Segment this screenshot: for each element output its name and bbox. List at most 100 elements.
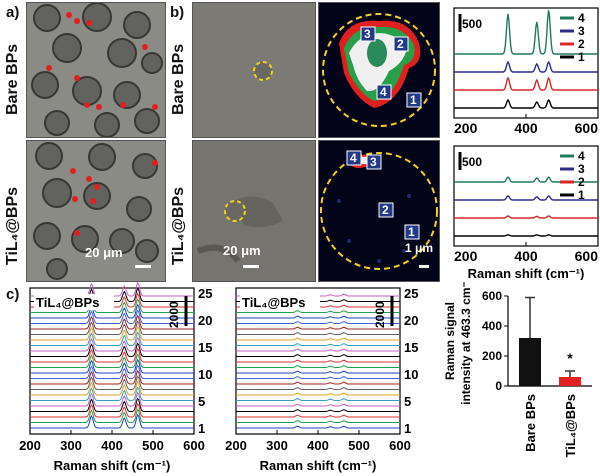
scale-bar-b: [243, 265, 259, 268]
panel-c-label: c): [6, 286, 20, 303]
trace-18: [30, 320, 194, 335]
map-marker-bare-2: 2: [397, 37, 404, 51]
legend-label-2: 2: [578, 37, 585, 51]
y-axis-label-line-1: Raman signal: [443, 302, 457, 380]
y-tick-label-200: 200: [482, 349, 502, 363]
trace-19: [236, 326, 400, 330]
spectrum-line-4: [454, 176, 598, 183]
trace-index-label-10: 10: [198, 367, 212, 382]
map-marker-til-2: 3: [370, 155, 377, 169]
spectrum-line-1: [454, 234, 598, 237]
category-label-1: Bare BPs: [523, 394, 538, 452]
brightfield-til-bps: 20 μm: [192, 140, 316, 282]
intensity-scale-label: 2000: [373, 301, 387, 328]
trace-4: [30, 397, 194, 412]
x-tick-label-300: 300: [60, 438, 82, 453]
x-tick-label-600: 600: [183, 438, 205, 453]
spectrum-line-4: [454, 10, 598, 55]
trace-21: [236, 315, 400, 319]
trace-14: [236, 354, 400, 357]
legend-label-1: 1: [578, 188, 585, 202]
panel-b-label: b): [170, 4, 185, 21]
trace-index-label-5: 5: [198, 394, 205, 409]
map-marker-bare-3: 4: [380, 85, 387, 99]
scale-bar-map: [419, 265, 429, 268]
y-tick-label-600: 600: [482, 289, 502, 303]
stacked-spectra-middle: TiL₄@BPs 2000 25 20 15 10 5 1 200 300 400 500 600 Ram…: [225, 286, 418, 473]
x-tick-label-500: 500: [142, 438, 164, 453]
brightfield-bare-bps: [192, 2, 316, 138]
trace-6: [236, 398, 400, 401]
trace-13: [30, 347, 194, 363]
map-marker-bare-1: 3: [364, 27, 371, 41]
legend-label-3: 3: [578, 24, 585, 38]
trace-15: [236, 348, 400, 352]
trace-20: [30, 309, 194, 324]
map-markers-til: [346, 150, 420, 240]
scale-label-map: 1 μm: [405, 241, 434, 255]
map-marker-til-1: 4: [350, 151, 357, 165]
trace-index-label-25: 25: [198, 286, 212, 301]
cells-til: [33, 142, 159, 280]
legend-label-2: 2: [578, 175, 585, 189]
x-tick-label-500: 500: [348, 438, 370, 453]
x-tick-label-600: 600: [575, 120, 599, 136]
panel-title: TiL₄@BPs: [36, 295, 99, 310]
trace-16: [236, 343, 400, 346]
scale-label-b: 20 μm: [223, 243, 261, 258]
x-tick-label-300: 300: [266, 438, 288, 453]
spectrum-line-2: [454, 215, 598, 219]
trace-13: [236, 359, 400, 363]
map-markers-bare: [360, 26, 422, 108]
trace-index-label-1: 1: [198, 421, 205, 436]
trace-19: [30, 314, 194, 330]
raman-map-til-bps: 4 3 2 1 1 μm: [318, 140, 440, 282]
cells-bare: [31, 3, 163, 137]
trace-3: [30, 402, 194, 418]
trace-1: [236, 425, 400, 429]
x-tick-label-200: 200: [19, 438, 41, 453]
trace-index-label-15: 15: [198, 340, 212, 355]
panel-title: TiL₄@BPs: [242, 295, 305, 310]
spectrum-line-3: [454, 195, 598, 201]
trace-17: [30, 325, 194, 341]
trace-5: [30, 391, 194, 407]
raman-map-til-graphic: [320, 150, 438, 270]
trace-22: [236, 310, 400, 313]
bar-chart-intensity: 0 200 400 600 Bare BPs TiL₄@BPs * Raman signal i…: [443, 282, 592, 457]
map-marker-bare-4: 1: [410, 93, 417, 107]
spectrum-line-2: [454, 76, 598, 91]
legend-label-4: 4: [578, 11, 585, 25]
trace-5: [236, 403, 400, 407]
trace-9: [236, 381, 400, 385]
map-marker-til-3: 2: [382, 203, 389, 217]
scale-label-a: 20 μm: [85, 245, 123, 260]
trace-11: [236, 370, 400, 374]
trace-index-label-15: 15: [404, 340, 418, 355]
raman-map-bare-bps: 3 2 4 1: [318, 2, 440, 138]
map-marker-til-4: 1: [408, 225, 415, 239]
scale-bar-a: [135, 265, 151, 268]
trace-11: [30, 358, 194, 374]
trace-9: [30, 369, 194, 385]
bar-1: [519, 338, 541, 386]
trace-22: [30, 298, 194, 313]
trace-2: [30, 408, 194, 423]
micrograph-til-bps: 20 μm: [26, 140, 166, 282]
panel-a-label: a): [6, 4, 20, 21]
trace-14: [30, 342, 194, 357]
x-axis-label: Raman shift (cm⁻¹): [468, 266, 585, 280]
x-tick-label-200: 200: [454, 248, 478, 264]
stacked-spectra-left: TiL₄@BPs 2000 25 20 15 10 5 1 200 300 400 500 600 Ram…: [19, 282, 212, 473]
trace-index-label-20: 20: [404, 313, 418, 328]
y-tick-label-0: 0: [495, 379, 502, 393]
trace-4: [236, 409, 400, 412]
raman-map-bare-graphic: [322, 13, 436, 127]
x-tick-label-200: 200: [225, 438, 247, 453]
trace-8: [30, 375, 194, 390]
trace-6: [30, 386, 194, 401]
trace-21: [30, 303, 194, 319]
trace-7: [30, 380, 194, 396]
